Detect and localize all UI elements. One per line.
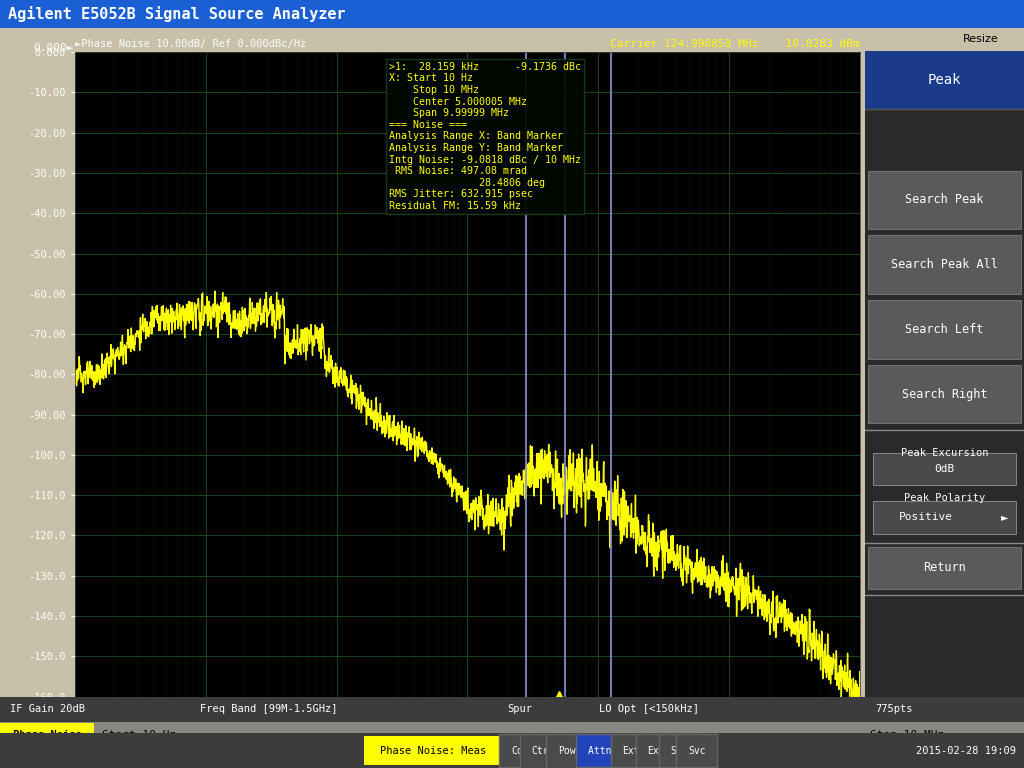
Text: Positive: Positive xyxy=(899,512,952,522)
Text: Pow_10V: Pow_10V xyxy=(558,745,599,756)
Text: Cor: Cor xyxy=(511,746,528,756)
Text: Resize: Resize xyxy=(963,34,998,45)
Text: Peak Polarity: Peak Polarity xyxy=(904,493,985,503)
Bar xyxy=(868,300,1021,359)
Text: IF Gain 20dB: IF Gain 20dB xyxy=(10,704,85,714)
Text: Start 10 Hz: Start 10 Hz xyxy=(102,730,177,740)
Bar xyxy=(865,51,1024,109)
Text: ExtRef1: ExtRef1 xyxy=(623,746,664,756)
Text: Return: Return xyxy=(924,561,966,574)
Text: 2015-02-28 19:09: 2015-02-28 19:09 xyxy=(916,746,1017,756)
Bar xyxy=(873,502,1016,534)
Text: Peak: Peak xyxy=(928,73,962,87)
Text: >1:  28.159 kHz      -9.1736 dBc
X: Start 10 Hz
    Stop 10 MHz
    Center 5.000: >1: 28.159 kHz -9.1736 dBc X: Start 10 H… xyxy=(389,62,581,211)
Text: 0.000►: 0.000► xyxy=(34,42,74,52)
Bar xyxy=(0,723,94,746)
Text: Search Right: Search Right xyxy=(902,388,987,401)
Text: ►Phase Noise 10.00dB/ Ref 0.000dBc/Hz: ►Phase Noise 10.00dB/ Ref 0.000dBc/Hz xyxy=(75,39,306,49)
Bar xyxy=(868,547,1021,589)
Text: Stop 10 MHz: Stop 10 MHz xyxy=(870,730,945,740)
Text: 775pts: 775pts xyxy=(876,704,913,714)
Text: Phase Noise: Meas: Phase Noise: Meas xyxy=(380,746,486,756)
Text: Spur: Spur xyxy=(507,704,531,714)
Bar xyxy=(868,170,1021,229)
Text: Svc: Svc xyxy=(688,746,706,756)
Text: Search Peak All: Search Peak All xyxy=(891,258,998,271)
Bar xyxy=(868,236,1021,294)
Text: LO Opt [<150kHz]: LO Opt [<150kHz] xyxy=(599,704,699,714)
Text: 0dB: 0dB xyxy=(935,464,954,474)
Text: Attn 10dB: Attn 10dB xyxy=(588,746,641,756)
Text: Search Peak: Search Peak xyxy=(905,194,984,207)
Text: ►: ► xyxy=(1001,512,1009,522)
Text: Peak Excursion: Peak Excursion xyxy=(901,448,988,458)
Text: Stop: Stop xyxy=(671,746,694,756)
Text: Ctrl_0V: Ctrl_0V xyxy=(531,745,572,756)
Bar xyxy=(868,365,1021,423)
Bar xyxy=(873,452,1016,485)
Text: ExtRef2: ExtRef2 xyxy=(647,746,688,756)
Text: Carrier 124.998858 MHz    10.8283 dBm: Carrier 124.998858 MHz 10.8283 dBm xyxy=(610,39,860,49)
Text: Freq Band [99M-1.5GHz]: Freq Band [99M-1.5GHz] xyxy=(200,704,337,714)
Bar xyxy=(364,737,502,765)
Text: Agilent E5052B Signal Source Analyzer: Agilent E5052B Signal Source Analyzer xyxy=(8,6,346,22)
Text: Search Left: Search Left xyxy=(905,323,984,336)
Text: Phase Noise: Phase Noise xyxy=(12,730,82,740)
